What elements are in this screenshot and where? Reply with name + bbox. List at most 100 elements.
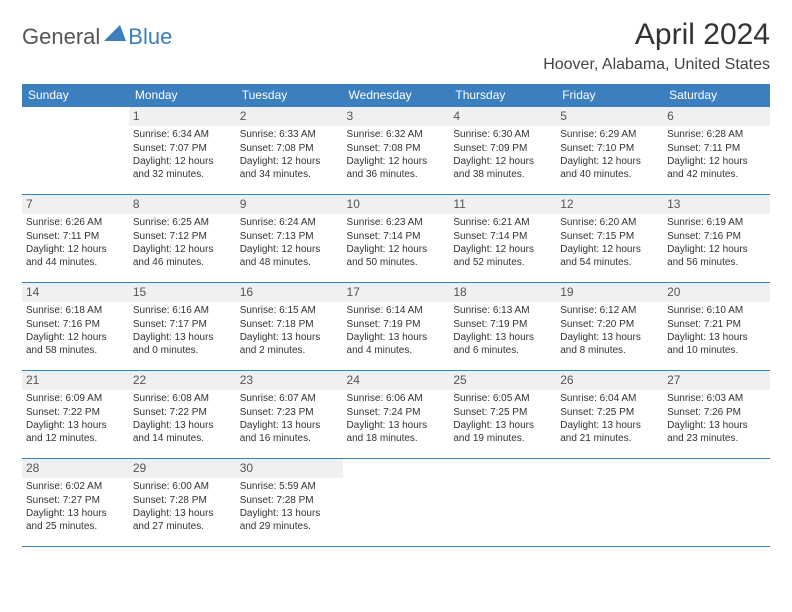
- sunset-text: Sunset: 7:26 PM: [667, 407, 766, 420]
- calendar-cell: .: [343, 459, 450, 547]
- day-number: 10: [343, 195, 450, 214]
- calendar-cell: 13 Sunrise: 6:19 AMSunset: 7:16 PMDayligh…: [663, 195, 770, 283]
- sun-info: Sunrise: 6:07 AMSunset: 7:23 PMDaylight:…: [240, 393, 339, 445]
- sunset-text: Sunset: 7:13 PM: [240, 231, 339, 244]
- logo-text-general: General: [22, 24, 100, 50]
- day-number: 23: [236, 371, 343, 390]
- day-number: 24: [343, 371, 450, 390]
- sunrise-text: Sunrise: 6:29 AM: [560, 129, 659, 142]
- sun-info: Sunrise: 6:32 AMSunset: 7:08 PMDaylight:…: [347, 129, 446, 181]
- daylight-text: Daylight: 13 hours and 2 minutes.: [240, 332, 339, 357]
- weekday-header: Friday: [556, 84, 663, 107]
- daylight-text: Daylight: 12 hours and 38 minutes.: [453, 156, 552, 181]
- logo: General Blue: [22, 18, 172, 50]
- sun-info: Sunrise: 6:28 AMSunset: 7:11 PMDaylight:…: [667, 129, 766, 181]
- sunset-text: Sunset: 7:18 PM: [240, 319, 339, 332]
- day-number: 30: [236, 459, 343, 478]
- daylight-text: Daylight: 13 hours and 4 minutes.: [347, 332, 446, 357]
- calendar-cell: 2Sunrise: 6:33 AMSunset: 7:08 PMDaylight…: [236, 107, 343, 195]
- sunset-text: Sunset: 7:10 PM: [560, 143, 659, 156]
- sunrise-text: Sunrise: 5:59 AM: [240, 481, 339, 494]
- sun-info: Sunrise: 6:33 AMSunset: 7:08 PMDaylight:…: [240, 129, 339, 181]
- day-number: 4: [449, 107, 556, 126]
- calendar-cell: 9 Sunrise: 6:24 AMSunset: 7:13 PMDaylight…: [236, 195, 343, 283]
- daylight-text: Daylight: 13 hours and 8 minutes.: [560, 332, 659, 357]
- calendar-cell: .: [449, 459, 556, 547]
- day-number: 22: [129, 371, 236, 390]
- calendar-body: .1Sunrise: 6:34 AMSunset: 7:07 PMDayligh…: [22, 107, 770, 547]
- weekday-header: Sunday: [22, 84, 129, 107]
- daylight-text: Daylight: 12 hours and 56 minutes.: [667, 244, 766, 269]
- daylight-text: Daylight: 13 hours and 29 minutes.: [240, 508, 339, 533]
- sunset-text: Sunset: 7:08 PM: [347, 143, 446, 156]
- daylight-text: Daylight: 12 hours and 52 minutes.: [453, 244, 552, 269]
- sun-info: Sunrise: 6:00 AMSunset: 7:28 PMDaylight:…: [133, 481, 232, 533]
- day-number: 18: [449, 283, 556, 302]
- day-number: 9: [236, 195, 343, 214]
- daylight-text: Daylight: 12 hours and 46 minutes.: [133, 244, 232, 269]
- calendar-cell: 19Sunrise: 6:12 AMSunset: 7:20 PMDayligh…: [556, 283, 663, 371]
- day-number: 13: [663, 195, 770, 214]
- sun-info: Sunrise: 6:34 AMSunset: 7:07 PMDaylight:…: [133, 129, 232, 181]
- sun-info: Sunrise: 6:09 AMSunset: 7:22 PMDaylight:…: [26, 393, 125, 445]
- calendar-cell: 11Sunrise: 6:21 AMSunset: 7:14 PMDayligh…: [449, 195, 556, 283]
- daylight-text: Daylight: 13 hours and 16 minutes.: [240, 420, 339, 445]
- day-number: 17: [343, 283, 450, 302]
- sunset-text: Sunset: 7:08 PM: [240, 143, 339, 156]
- sun-info: Sunrise: 6:02 AMSunset: 7:27 PMDaylight:…: [26, 481, 125, 533]
- sunset-text: Sunset: 7:22 PM: [133, 407, 232, 420]
- calendar-row: 14Sunrise: 6:18 AMSunset: 7:16 PMDayligh…: [22, 283, 770, 371]
- sun-info: Sunrise: 6:20 AMSunset: 7:15 PMDaylight:…: [560, 217, 659, 269]
- daylight-text: Daylight: 13 hours and 25 minutes.: [26, 508, 125, 533]
- calendar-cell: 14Sunrise: 6:18 AMSunset: 7:16 PMDayligh…: [22, 283, 129, 371]
- logo-text-blue: Blue: [128, 24, 172, 50]
- sunrise-text: Sunrise: 6:24 AM: [240, 217, 339, 230]
- sunset-text: Sunset: 7:28 PM: [133, 495, 232, 508]
- daylight-text: Daylight: 12 hours and 42 minutes.: [667, 156, 766, 181]
- daylight-text: Daylight: 12 hours and 36 minutes.: [347, 156, 446, 181]
- day-number: 28: [22, 459, 129, 478]
- weekday-header: Tuesday: [236, 84, 343, 107]
- sunset-text: Sunset: 7:16 PM: [667, 231, 766, 244]
- sunset-text: Sunset: 7:25 PM: [560, 407, 659, 420]
- sunrise-text: Sunrise: 6:08 AM: [133, 393, 232, 406]
- calendar-table: SundayMondayTuesdayWednesdayThursdayFrid…: [22, 84, 770, 547]
- sun-info: Sunrise: 6:26 AMSunset: 7:11 PMDaylight:…: [26, 217, 125, 269]
- calendar-cell: 6Sunrise: 6:28 AMSunset: 7:11 PMDaylight…: [663, 107, 770, 195]
- sunrise-text: Sunrise: 6:33 AM: [240, 129, 339, 142]
- day-number: 15: [129, 283, 236, 302]
- sunset-text: Sunset: 7:21 PM: [667, 319, 766, 332]
- day-number: 25: [449, 371, 556, 390]
- calendar-cell: 16Sunrise: 6:15 AMSunset: 7:18 PMDayligh…: [236, 283, 343, 371]
- calendar-page: General Blue April 2024 Hoover, Alabama,…: [0, 0, 792, 565]
- sunrise-text: Sunrise: 6:14 AM: [347, 305, 446, 318]
- sunrise-text: Sunrise: 6:34 AM: [133, 129, 232, 142]
- sunset-text: Sunset: 7:27 PM: [26, 495, 125, 508]
- calendar-cell: 20Sunrise: 6:10 AMSunset: 7:21 PMDayligh…: [663, 283, 770, 371]
- daylight-text: Daylight: 13 hours and 6 minutes.: [453, 332, 552, 357]
- sun-info: Sunrise: 6:19 AMSunset: 7:16 PMDaylight:…: [667, 217, 766, 269]
- sunrise-text: Sunrise: 6:05 AM: [453, 393, 552, 406]
- sunrise-text: Sunrise: 6:09 AM: [26, 393, 125, 406]
- sun-info: Sunrise: 6:14 AMSunset: 7:19 PMDaylight:…: [347, 305, 446, 357]
- day-number: 11: [449, 195, 556, 214]
- sunrise-text: Sunrise: 6:06 AM: [347, 393, 446, 406]
- sun-info: Sunrise: 6:24 AMSunset: 7:13 PMDaylight:…: [240, 217, 339, 269]
- calendar-cell: 4Sunrise: 6:30 AMSunset: 7:09 PMDaylight…: [449, 107, 556, 195]
- daylight-text: Daylight: 12 hours and 34 minutes.: [240, 156, 339, 181]
- calendar-row: 7Sunrise: 6:26 AMSunset: 7:11 PMDaylight…: [22, 195, 770, 283]
- sunset-text: Sunset: 7:07 PM: [133, 143, 232, 156]
- daylight-text: Daylight: 12 hours and 32 minutes.: [133, 156, 232, 181]
- calendar-cell: 24Sunrise: 6:06 AMSunset: 7:24 PMDayligh…: [343, 371, 450, 459]
- sunrise-text: Sunrise: 6:20 AM: [560, 217, 659, 230]
- month-title: April 2024: [543, 18, 770, 52]
- daylight-text: Daylight: 13 hours and 10 minutes.: [667, 332, 766, 357]
- sun-info: Sunrise: 6:12 AMSunset: 7:20 PMDaylight:…: [560, 305, 659, 357]
- daylight-text: Daylight: 12 hours and 50 minutes.: [347, 244, 446, 269]
- calendar-cell: 7Sunrise: 6:26 AMSunset: 7:11 PMDaylight…: [22, 195, 129, 283]
- sunset-text: Sunset: 7:16 PM: [26, 319, 125, 332]
- day-number: 29: [129, 459, 236, 478]
- sunrise-text: Sunrise: 6:18 AM: [26, 305, 125, 318]
- sunrise-text: Sunrise: 6:32 AM: [347, 129, 446, 142]
- daylight-text: Daylight: 12 hours and 48 minutes.: [240, 244, 339, 269]
